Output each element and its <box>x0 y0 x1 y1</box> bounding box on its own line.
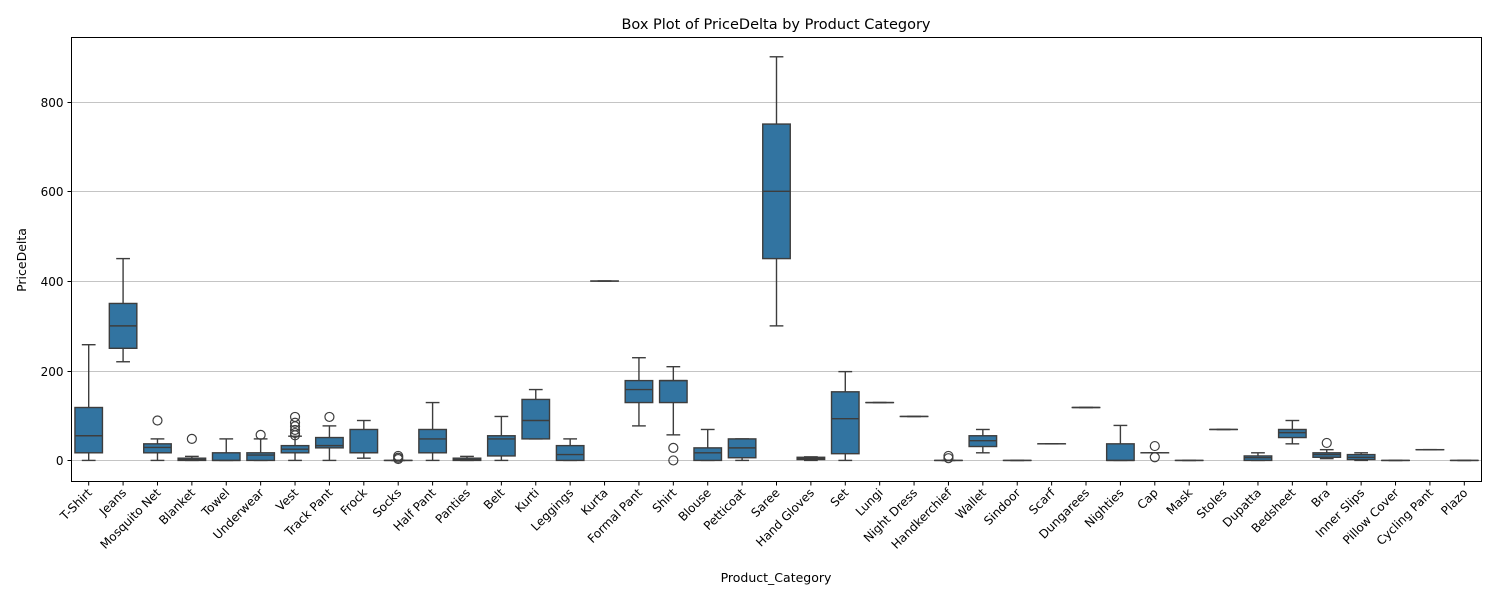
box-kurti <box>522 390 550 439</box>
iqr-box <box>1107 444 1135 461</box>
iqr-box <box>247 453 275 461</box>
box-leggings <box>556 439 584 461</box>
iqr-box <box>1279 429 1307 437</box>
outlier-point <box>187 434 196 443</box>
x-tick-label: Shirt <box>650 486 680 516</box>
iqr-box <box>625 381 653 403</box>
box-shirt <box>660 367 688 465</box>
x-tick-label: T-Shirt <box>57 486 95 524</box>
box-dupatta <box>1244 453 1272 461</box>
outlier-point <box>1322 438 1331 447</box>
x-tick-label: Mosquito Net <box>98 486 164 552</box>
x-tick-label: Vest <box>273 486 301 514</box>
y-axis-ticks: 0 200 400 600 800 <box>41 96 72 468</box>
box-blanket <box>178 434 206 460</box>
x-tick-label: Set <box>828 486 852 510</box>
box-socks <box>384 451 412 463</box>
outlier-point <box>291 412 300 421</box>
iqr-box <box>350 429 378 452</box>
box-blouse <box>694 429 722 460</box>
x-tick-label: Sindoor <box>981 486 1023 528</box>
y-tick-label: 800 <box>41 96 64 110</box>
box-half-pant <box>419 403 447 461</box>
y-axis-label: PriceDelta <box>14 228 29 292</box>
box-bedsheet <box>1279 421 1307 444</box>
x-tick-label: Blanket <box>156 486 198 528</box>
x-tick-label: Kurta <box>578 486 610 518</box>
box-formal-pant <box>625 358 653 426</box>
iqr-box <box>556 446 584 461</box>
outlier-point <box>153 416 162 425</box>
box-towel <box>213 439 241 461</box>
iqr-box <box>660 381 688 403</box>
y-tick-label: 200 <box>41 365 64 379</box>
x-tick-label: Belt <box>481 486 508 513</box>
box-hand-gloves <box>797 457 825 461</box>
iqr-box <box>694 448 722 461</box>
x-tick-label: Handkerchief <box>889 485 956 552</box>
box-nighties <box>1107 425 1135 460</box>
box-bra <box>1313 438 1341 458</box>
box-panties <box>453 456 481 460</box>
iqr-box <box>832 392 860 454</box>
outlier-point <box>1150 442 1159 451</box>
x-tick-label: Kurti <box>512 486 542 516</box>
box-wallet <box>969 429 997 452</box>
y-tick-label: 600 <box>41 185 64 199</box>
box-handkerchief <box>935 451 963 462</box>
outlier-point <box>944 451 953 460</box>
box-track-pant <box>316 412 344 460</box>
x-tick-label: Bra <box>1308 486 1332 510</box>
y-tick-label: 0 <box>56 454 64 468</box>
box-underwear <box>247 430 275 460</box>
x-axis-label: Product_Category <box>721 570 832 585</box>
box-t-shirt <box>75 345 103 461</box>
box-mosquito-net <box>144 416 172 460</box>
x-tick-label: Scarf <box>1026 485 1058 517</box>
x-tick-label: Mask <box>1164 486 1196 518</box>
x-tick-label: Frock <box>338 486 370 518</box>
x-tick-label: Lungi <box>853 486 886 519</box>
box-frock <box>350 421 378 459</box>
iqr-box <box>419 429 447 452</box>
x-tick-label: Panties <box>433 486 474 527</box>
y-tick-label: 400 <box>41 275 64 289</box>
chart-title: Box Plot of PriceDelta by Product Catego… <box>621 17 930 33</box>
x-tick-label: Cap <box>1134 486 1160 512</box>
box-belt <box>488 416 516 460</box>
iqr-box <box>213 453 241 461</box>
box-petticoat <box>728 439 756 461</box>
outlier-point <box>256 430 265 439</box>
box-jeans <box>109 259 137 362</box>
box-set <box>832 372 860 461</box>
x-tick-label: Plazo <box>1438 486 1470 518</box>
outlier-point <box>944 454 953 463</box>
box-vest <box>281 412 309 460</box>
boxes <box>75 57 1478 465</box>
outlier-point <box>325 412 334 421</box>
box-saree <box>763 57 791 326</box>
iqr-box <box>144 444 172 453</box>
box-inner-slips <box>1347 453 1375 461</box>
box-cap <box>1141 442 1169 462</box>
iqr-box <box>75 408 103 453</box>
iqr-box <box>522 399 550 438</box>
outlier-point <box>669 443 678 452</box>
